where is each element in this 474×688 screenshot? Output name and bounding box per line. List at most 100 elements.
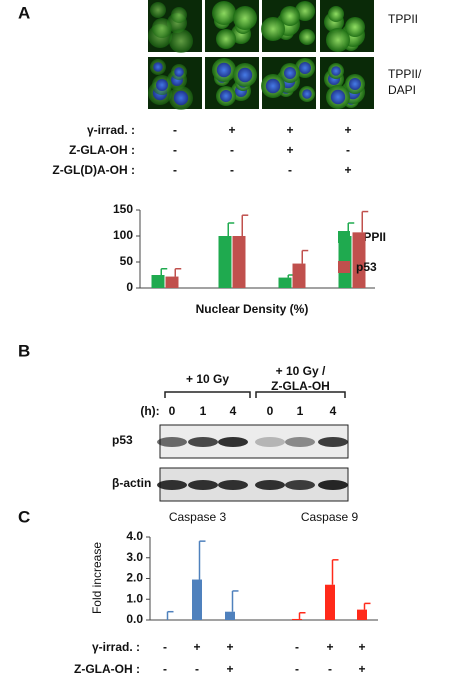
treatment-sign: - bbox=[173, 123, 177, 137]
band bbox=[218, 480, 248, 490]
time-value: 4 bbox=[330, 404, 337, 418]
treatment-sign: - bbox=[295, 640, 299, 654]
group-label: + 10 Gy / bbox=[276, 364, 326, 378]
nucleus bbox=[237, 67, 253, 83]
bracket bbox=[255, 391, 346, 398]
bar bbox=[292, 618, 302, 620]
y-tick-label: 3.0 bbox=[126, 550, 143, 564]
band bbox=[157, 437, 187, 447]
band bbox=[188, 480, 218, 490]
y-tick-label: 1.0 bbox=[126, 591, 143, 605]
treatment-sign: - bbox=[195, 662, 199, 676]
time-label: (h): bbox=[140, 404, 159, 418]
x-axis-label: Nuclear Density (%) bbox=[196, 302, 309, 316]
y-tick-label: 2.0 bbox=[126, 571, 143, 585]
cell bbox=[169, 29, 193, 53]
cell bbox=[326, 28, 350, 52]
treatment-sign: + bbox=[228, 123, 235, 137]
treatment-sign: - bbox=[346, 143, 350, 157]
image-label: TPPII/ bbox=[388, 67, 422, 81]
bar bbox=[192, 579, 202, 620]
bar bbox=[165, 276, 179, 288]
cell bbox=[216, 29, 236, 49]
treatment-sign: - bbox=[173, 163, 177, 177]
time-value: 1 bbox=[200, 404, 207, 418]
bar bbox=[151, 275, 165, 288]
nucleus bbox=[265, 78, 281, 94]
y-axis-label: Fold increase bbox=[90, 542, 104, 614]
treatment-sign: - bbox=[163, 662, 167, 676]
band bbox=[318, 437, 348, 447]
band bbox=[255, 480, 285, 490]
nucleus bbox=[220, 90, 232, 102]
treatment-sign: + bbox=[358, 640, 365, 654]
nucleus bbox=[173, 90, 189, 106]
treatment-sign: + bbox=[286, 143, 293, 157]
treatment-sign: - bbox=[230, 163, 234, 177]
group-title: Caspase 3 bbox=[169, 510, 227, 524]
bar bbox=[218, 236, 232, 288]
y-tick-label: 100 bbox=[113, 228, 133, 242]
nucleus bbox=[284, 67, 296, 79]
band bbox=[318, 480, 348, 490]
nucleus bbox=[156, 79, 168, 91]
bar bbox=[225, 611, 235, 620]
treatment-sign: + bbox=[344, 123, 351, 137]
treatment-sign: - bbox=[230, 143, 234, 157]
treatment-sign: - bbox=[295, 662, 299, 676]
y-tick-label: 50 bbox=[120, 254, 134, 268]
cell bbox=[152, 18, 172, 38]
group-label: Z-GLA-OH bbox=[271, 379, 330, 393]
time-value: 1 bbox=[297, 404, 304, 418]
bracket bbox=[164, 391, 251, 398]
image-label: DAPI bbox=[388, 83, 416, 97]
panel-label: A bbox=[18, 3, 30, 22]
treatment-sign: + bbox=[226, 662, 233, 676]
panel-label: B bbox=[18, 341, 30, 360]
treatment-label: γ-irrad. : bbox=[92, 640, 140, 654]
treatment-sign: - bbox=[328, 662, 332, 676]
time-value: 0 bbox=[169, 404, 176, 418]
legend-swatch bbox=[338, 231, 350, 243]
nucleus bbox=[331, 66, 341, 76]
treatment-sign: + bbox=[358, 662, 365, 676]
treatment-sign: - bbox=[173, 143, 177, 157]
treatment-sign: - bbox=[288, 163, 292, 177]
band bbox=[285, 480, 315, 490]
cell bbox=[171, 7, 187, 23]
legend-swatch bbox=[338, 261, 350, 273]
cell bbox=[299, 29, 315, 45]
legend-label: p53 bbox=[356, 260, 377, 274]
treatment-label: Z-GLA-OH : bbox=[74, 662, 140, 676]
bar bbox=[232, 236, 246, 288]
cell bbox=[261, 17, 285, 41]
band bbox=[255, 437, 285, 447]
bar bbox=[357, 609, 367, 620]
treatment-sign: - bbox=[163, 640, 167, 654]
treatment-sign: + bbox=[326, 640, 333, 654]
cell bbox=[345, 17, 365, 37]
blot-label: p53 bbox=[112, 433, 133, 447]
blot-label: β-actin bbox=[112, 476, 151, 490]
band bbox=[188, 437, 218, 447]
nucleus bbox=[174, 67, 184, 77]
y-tick-label: 0.0 bbox=[126, 612, 143, 626]
time-value: 4 bbox=[230, 404, 237, 418]
treatment-sign: + bbox=[226, 640, 233, 654]
panel-label: C bbox=[18, 507, 30, 526]
bar bbox=[325, 584, 335, 620]
treatment-sign: + bbox=[286, 123, 293, 137]
group-label: + 10 Gy bbox=[186, 372, 229, 386]
cell bbox=[233, 6, 257, 30]
time-value: 0 bbox=[267, 404, 274, 418]
treatment-label: Z-GLA-OH : bbox=[69, 143, 135, 157]
band bbox=[157, 480, 187, 490]
y-tick-label: 4.0 bbox=[126, 529, 143, 543]
treatment-label: γ-irrad. : bbox=[87, 123, 135, 137]
treatment-label: Z-GL(D)A-OH : bbox=[52, 163, 135, 177]
group-title: Caspase 9 bbox=[301, 510, 359, 524]
bar bbox=[352, 232, 366, 288]
treatment-sign: + bbox=[344, 163, 351, 177]
cell bbox=[212, 1, 236, 25]
